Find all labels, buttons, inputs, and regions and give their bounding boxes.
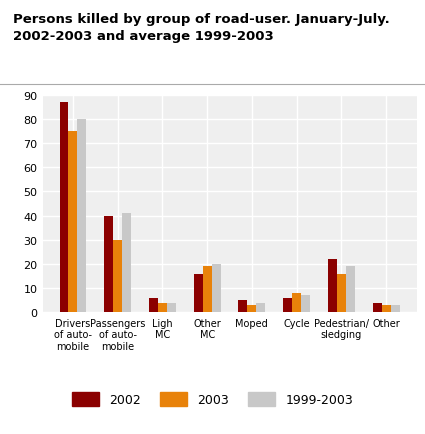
Legend: 2002, 2003, 1999-2003: 2002, 2003, 1999-2003 [72,392,353,407]
Bar [68,132,77,312]
Bar [60,103,68,312]
Bar [328,260,337,312]
Bar [158,303,167,312]
Bar [238,300,247,312]
Bar [212,264,221,312]
Bar [346,266,355,312]
Bar [203,266,212,312]
Bar [104,216,113,312]
Bar [391,305,399,312]
Bar [122,214,131,312]
Bar [283,298,292,312]
Bar [149,298,158,312]
Bar [194,274,203,312]
Bar [373,303,382,312]
Bar [256,303,265,312]
Bar [337,274,346,312]
Bar [382,305,391,312]
Bar [301,296,310,312]
Text: Persons killed by group of road-user. January-July.
2002-2003 and average 1999-2: Persons killed by group of road-user. Ja… [13,13,389,43]
Bar [77,120,86,312]
Bar [167,303,176,312]
Bar [113,240,122,312]
Bar [247,305,256,312]
Bar [292,293,301,312]
